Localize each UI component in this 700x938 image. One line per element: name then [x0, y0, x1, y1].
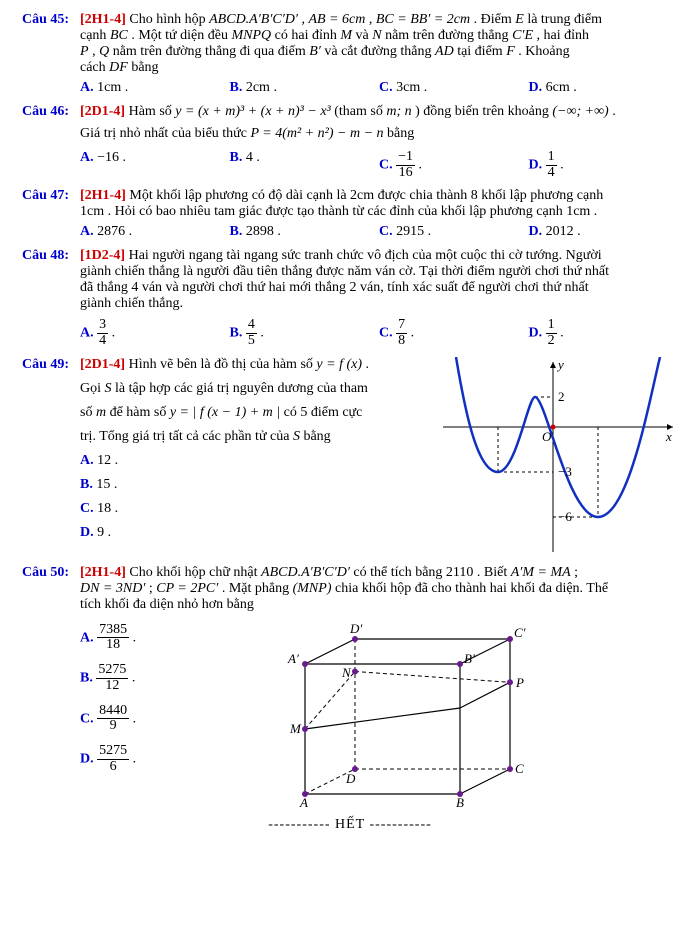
svg-text:C′: C′	[514, 625, 526, 640]
answer-options: A. 1cm . B. 2cm . C. 3cm . D. 6cm .	[80, 80, 678, 96]
svg-text:B: B	[456, 795, 464, 809]
option-b: B. 15 .	[80, 477, 430, 493]
svg-text:x: x	[665, 429, 672, 444]
svg-text:N: N	[341, 665, 352, 680]
question-body: [2H1-4] Một khối lập phương có độ dài cạ…	[80, 188, 678, 240]
question-number: Câu 47:	[22, 188, 80, 240]
question-tag: [2D1-4]	[80, 357, 125, 372]
question-body: [2D1-4] Hình vẽ bên là đồ thị của hàm số…	[80, 357, 678, 557]
question-tag: [2H1-4]	[80, 188, 126, 203]
option-a: A. 2876 .	[80, 224, 230, 240]
option-c: C. 18 .	[80, 501, 430, 517]
svg-text:M: M	[289, 721, 302, 736]
question-body: [1D2-4] Hai người ngang tài ngang sức tr…	[80, 248, 678, 348]
function-graph: y x O 2 −3 −6	[438, 357, 678, 557]
option-b: B. 2cm .	[230, 80, 380, 96]
question-tag: [2D1-4]	[80, 104, 125, 119]
question-number: Câu 50:	[22, 565, 80, 809]
svg-text:A′: A′	[287, 651, 299, 666]
svg-text:C: C	[515, 761, 524, 776]
question-tag: [2H1-4]	[80, 565, 126, 580]
svg-text:y: y	[556, 357, 564, 372]
question-body: [2H1-4] Cho hình hộp ABCD.A′B′C′D′ , AB …	[80, 12, 678, 96]
question-body: [2H1-4] Cho khối hộp chữ nhật ABCD.A′B′C…	[80, 565, 678, 809]
question-50: Câu 50: [2H1-4] Cho khối hộp chữ nhật AB…	[22, 565, 678, 809]
option-a: A. 34 .	[80, 318, 230, 348]
question-number: Câu 48:	[22, 248, 80, 348]
question-tag: [2H1-4]	[80, 12, 126, 27]
option-c: C. 84409 .	[80, 704, 220, 734]
question-number: Câu 45:	[22, 12, 80, 96]
svg-text:A: A	[299, 795, 308, 809]
option-a: A. 738518 .	[80, 623, 220, 653]
option-a: A. 1cm .	[80, 80, 230, 96]
svg-text:D′: D′	[349, 621, 362, 636]
svg-text:2: 2	[558, 389, 565, 404]
svg-text:B′: B′	[464, 651, 475, 666]
svg-text:O: O	[542, 429, 552, 444]
svg-text:−6: −6	[558, 509, 572, 524]
question-45: Câu 45: [2H1-4] Cho hình hộp ABCD.A′B′C′…	[22, 12, 678, 96]
question-number: Câu 49:	[22, 357, 80, 557]
answer-options: A. 2876 . B. 2898 . C. 2915 . D. 2012 .	[80, 224, 678, 240]
option-a: A. 12 .	[80, 453, 430, 469]
cube-diagram: A B C D A′ B′ C′ D′ M N P	[220, 619, 678, 809]
svg-text:−3: −3	[558, 464, 572, 479]
option-c: C. 3cm .	[379, 80, 529, 96]
question-48: Câu 48: [1D2-4] Hai người ngang tài ngan…	[22, 248, 678, 348]
answer-options: A. 34 . B. 45 . C. 78 . D. 12 .	[80, 318, 678, 348]
question-49: Câu 49: [2D1-4] Hình vẽ bên là đồ thị củ…	[22, 357, 678, 557]
question-body: [2D1-4] Hàm số y = (x + m)³ + (x + n)³ −…	[80, 104, 678, 180]
svg-text:D: D	[345, 771, 356, 786]
option-b: B. 527512 .	[80, 663, 220, 693]
option-d: D. 6cm .	[529, 80, 679, 96]
question-46: Câu 46: [2D1-4] Hàm số y = (x + m)³ + (x…	[22, 104, 678, 180]
option-d: D. 9 .	[80, 525, 430, 541]
question-tag: [1D2-4]	[80, 248, 125, 263]
answer-options: A. −16 . B. 4 . C. −116 . D. 14 .	[80, 150, 678, 180]
question-47: Câu 47: [2H1-4] Một khối lập phương có đ…	[22, 188, 678, 240]
question-number: Câu 46:	[22, 104, 80, 180]
option-d: D. 12 .	[529, 318, 679, 348]
option-b: B. 4 .	[230, 150, 380, 180]
option-d: D. 2012 .	[529, 224, 679, 240]
option-a: A. −16 .	[80, 150, 230, 180]
option-c: C. −116 .	[379, 150, 529, 180]
option-c: C. 2915 .	[379, 224, 529, 240]
option-c: C. 78 .	[379, 318, 529, 348]
option-b: B. 45 .	[230, 318, 380, 348]
footer-end: ----------- HẾT -----------	[22, 817, 678, 833]
svg-text:P: P	[515, 675, 524, 690]
option-d: D. 14 .	[529, 150, 679, 180]
option-b: B. 2898 .	[230, 224, 380, 240]
option-d: D. 52756 .	[80, 744, 220, 774]
